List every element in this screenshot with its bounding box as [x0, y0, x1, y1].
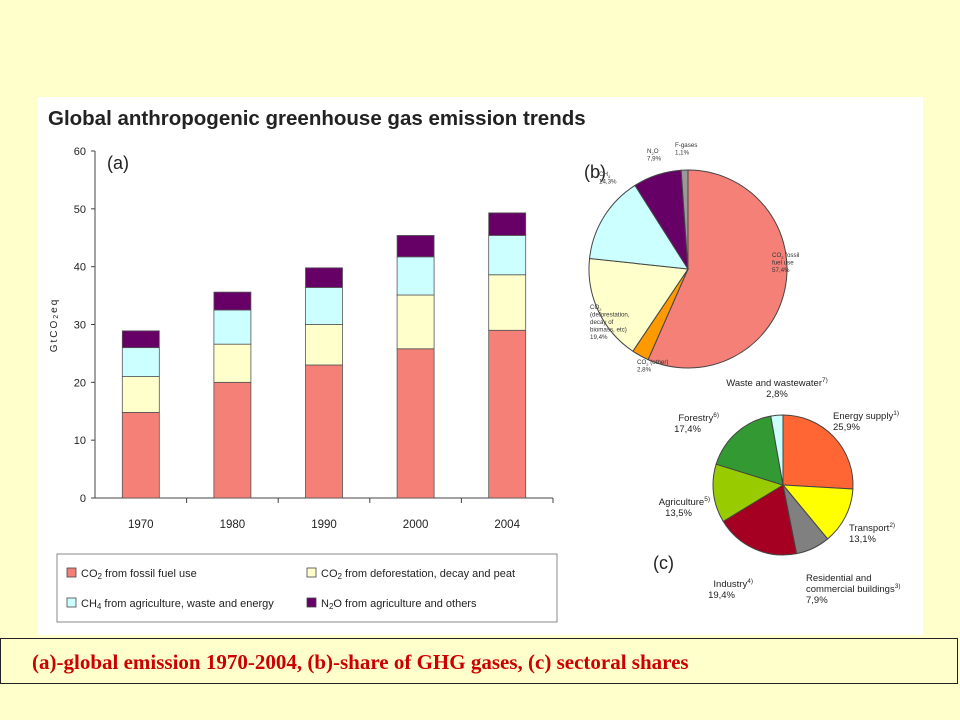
panel-label-b: (b)	[584, 162, 606, 182]
y-tick-label: 10	[74, 435, 86, 447]
figure-title: Global anthropogenic greenhouse gas emis…	[48, 107, 586, 130]
bar-segment-1	[121, 376, 160, 413]
caption-box: (a)-global emission 1970-2004, (b)-share…	[0, 638, 958, 684]
bar-segment-1	[488, 274, 527, 331]
legend-box	[56, 553, 558, 623]
sector-slice-6	[770, 414, 784, 486]
panel-label-a: (a)	[107, 153, 129, 173]
y-tick-label: 0	[80, 493, 86, 505]
sector-percent: 13,5%	[665, 508, 692, 519]
gas-slice-label: F-gases	[675, 142, 697, 149]
bar-segment-0	[488, 329, 527, 499]
sector-slice-5	[715, 415, 784, 486]
sector-label: Residential and	[806, 573, 872, 584]
sector-percent: 2,8%	[766, 389, 788, 400]
gas-slice-label: 1,1%	[675, 150, 690, 157]
bar-segment-0	[121, 412, 160, 499]
gas-slice-5	[680, 169, 689, 270]
bar-segment-1	[396, 294, 435, 350]
figure-svg: Global anthropogenic greenhouse gas emis…	[48, 107, 900, 623]
gas-slice-label: CO2 fossil	[772, 252, 799, 260]
y-tick-label: 20	[74, 377, 86, 389]
legend-label: CO2 from deforestation, decay and peat	[321, 568, 515, 581]
bar-segment-1	[305, 324, 343, 366]
x-tick-label: 2000	[403, 519, 429, 531]
x-tick-label: 1970	[128, 519, 154, 531]
gas-slice-label: 19,4%	[590, 334, 608, 341]
sector-label: Energy supply1)	[833, 410, 899, 422]
gas-slice-label: N2O	[647, 148, 659, 156]
x-tick-label: 1990	[311, 519, 337, 531]
bar-segment-2	[396, 256, 435, 296]
gas-slice-3	[589, 184, 689, 270]
sector-label: Waste and wastewater7)	[726, 377, 828, 389]
sector-label: Industry4)	[713, 578, 753, 590]
gas-slice-label: biomass, etc)	[590, 327, 627, 334]
gas-slice-label: decay of	[590, 319, 614, 326]
bar-segment-1	[213, 343, 252, 383]
sector-slice-1	[781, 484, 854, 540]
bar-segment-0	[213, 381, 252, 499]
gas-slice-label: 7,9%	[647, 156, 662, 163]
sector-label: commercial buildings3)	[806, 583, 900, 595]
bar-segment-3	[396, 235, 435, 258]
chart-c-sector-pie: (c) Energy supply1)25,9% Transport2)13,1% R…	[653, 377, 900, 606]
gas-slice-label: CO2	[590, 304, 602, 312]
y-tick-label: 60	[74, 146, 86, 158]
bar-segment-2	[121, 347, 160, 377]
y-tick-label: 40	[74, 262, 86, 274]
sector-slice-0	[782, 414, 854, 490]
bar-segment-0	[305, 364, 343, 499]
chart-a-stacked-bars: (a) 0 10 20 30 40 50 60 GtCO2eq 1970 1980 1990 2000 2…	[49, 146, 558, 623]
gas-slice-label: 57,4%	[772, 267, 790, 274]
sector-percent: 19,4%	[708, 590, 735, 601]
gas-slice-label: fuel use	[772, 260, 794, 267]
legend-swatch	[306, 567, 317, 578]
sector-percent: 25,9%	[833, 422, 860, 433]
bar-segment-2	[305, 287, 343, 325]
bar-segment-0	[396, 348, 435, 499]
legend-label: CH4 from agriculture, waste and energy	[81, 598, 274, 611]
panel-label-c: (c)	[653, 553, 674, 573]
bar-segment-3	[488, 212, 527, 236]
legend-a: CO2 from fossil fuel use CO2 from defores…	[56, 553, 558, 623]
legend-swatch	[66, 597, 77, 608]
y-tick-label: 30	[74, 320, 86, 332]
y-tick-label: 50	[74, 204, 86, 216]
sector-percent: 7,9%	[806, 595, 828, 606]
sector-percent: 17,4%	[674, 424, 701, 435]
figure-panel: Global anthropogenic greenhouse gas emis…	[37, 97, 923, 635]
legend-swatch	[66, 567, 77, 578]
gas-slice-2	[588, 257, 689, 352]
gas-slice-label: CH4	[599, 171, 611, 179]
bar-segment-3	[213, 291, 252, 311]
gas-slice-label: (deforestation,	[590, 312, 630, 319]
gas-slice-label: 14,3%	[599, 179, 617, 186]
bar-segment-3	[121, 330, 160, 349]
x-tick-label: 2004	[494, 519, 520, 531]
sector-label: Forestry6)	[678, 412, 719, 424]
sector-slice-3	[722, 484, 798, 556]
gas-slice-0	[647, 169, 788, 369]
legend-swatch	[306, 597, 317, 608]
sector-label: Transport2)	[849, 522, 895, 534]
sector-label: Agriculture5)	[659, 496, 710, 508]
bar-segment-2	[488, 235, 527, 276]
x-tick-label: 1980	[220, 519, 246, 531]
sector-percent: 13,1%	[849, 534, 876, 545]
y-axis-label: GtCO2eq	[49, 298, 60, 353]
legend-label: CO2 from fossil fuel use	[81, 568, 197, 581]
gas-slice-label: CO2 (other)	[637, 359, 668, 367]
sector-slice-4	[712, 463, 785, 523]
bar-segment-3	[305, 267, 343, 288]
bar-segment-2	[213, 309, 252, 345]
legend-label: N2O from agriculture and others	[321, 598, 477, 611]
caption-text: (a)-global emission 1970-2004, (b)-share…	[32, 650, 689, 674]
gas-slice-label: 2,8%	[637, 367, 652, 374]
